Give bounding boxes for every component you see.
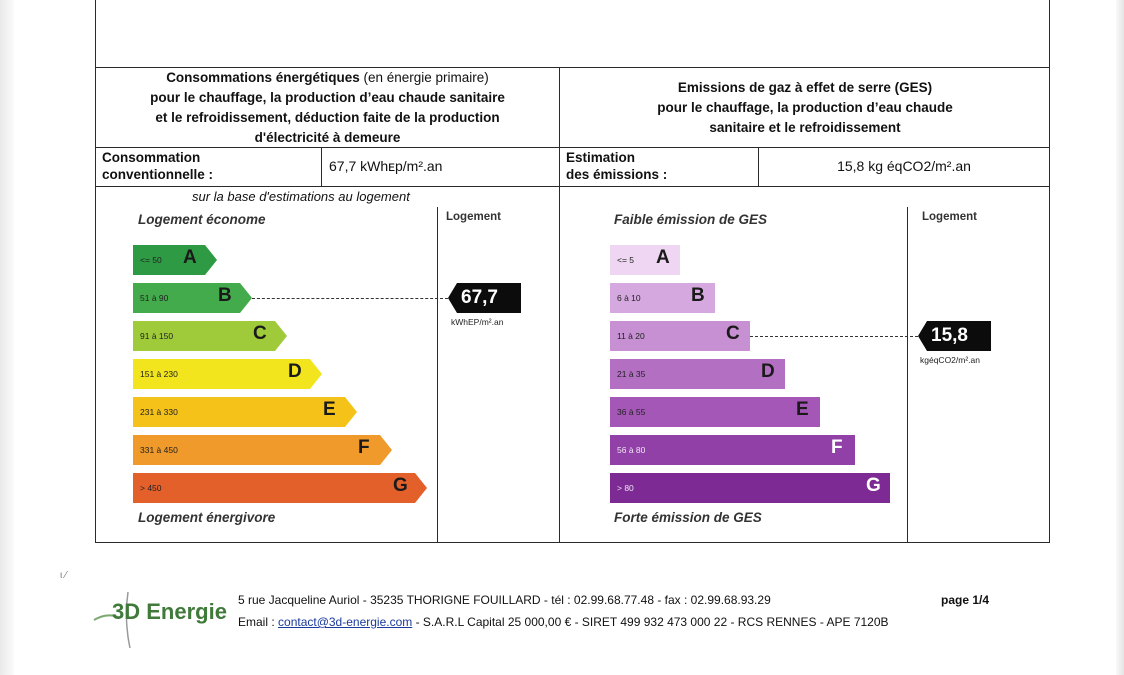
ges-bottom-caption: Forte émission de GES [614,510,762,525]
ges-estimation-label: Estimation des émissions : [566,149,667,183]
ges-logement-column-divider [907,207,908,543]
energy-logement-column-divider [437,207,438,543]
energy-class-range-f: 331 à 450 [140,445,178,455]
energy-class-letter-g: G [393,475,408,496]
footer-email-link[interactable]: contact@3d-energie.com [278,615,413,629]
dpe-table [95,67,1050,543]
energy-title-normal: (en énergie primaire) [359,70,489,85]
ges-class-range-d: 21 à 35 [617,369,646,379]
ges-class-bar-e: 36 à 55 E [610,397,820,427]
energy-logement-header: Logement [446,211,501,223]
ges-class-bar-g: > 80 G [610,473,890,503]
ges-class-letter-d: D [761,361,775,382]
ges-top-caption: Faible émission de GES [614,212,768,227]
ges-current-value-badge: 15,8 [918,321,991,351]
energy-class-letter-d: D [288,361,302,382]
ges-title-line-3: sanitaire et le refroidissement [709,120,901,135]
energy-class-range-c: 91 à 150 [140,331,174,341]
ges-class-letter-c: C [726,323,740,344]
ges-class-bar-d: 21 à 35 D [610,359,785,389]
energy-title-bold: Consommations énergétiques [166,70,360,85]
energy-class-range-g: > 450 [140,483,162,493]
ges-class-letter-f: F [831,437,843,458]
energy-label-line-1: Consommation [102,150,201,165]
energy-class-range-a: <= 50 [140,255,162,265]
ges-class-letter-b: B [691,285,705,306]
energy-class-letter-e: E [323,399,336,420]
footer-email-prefix: Email : [238,615,279,629]
ges-class-bar-a: <= 5 A [610,245,680,275]
ges-label-line-1: Estimation [566,150,636,165]
energy-consumption-value: 67,7 kWhᴇp/m².an [329,158,443,174]
ges-logement-header: Logement [922,211,977,223]
page-number: page 1/4 [941,593,990,607]
energy-class-bar-f: 331 à 450 F [133,435,392,465]
energy-class-bar-d: 151 à 230 D [133,359,322,389]
top-empty-box [95,0,1050,68]
energy-class-range-e: 231 à 330 [140,407,178,417]
page-edge-left [0,0,14,675]
energy-current-value-unit: kWhEP/m².an [451,317,504,327]
ges-class-letter-g: G [866,475,881,496]
ges-class-letter-e: E [796,399,809,420]
energy-top-caption: Logement économe [138,212,266,227]
energy-title-line-4: d'électricité à demeure [254,130,401,145]
ges-class-range-b: 6 à 10 [617,293,641,303]
ges-section-title: Emissions de gaz à effet de serre (GES) … [560,78,1050,138]
ges-estimation-value: 15,8 kg éqCO2/m².an [837,158,971,174]
ges-class-range-a: <= 5 [617,255,635,265]
ges-title-line-1: Emissions de gaz à effet de serre (GES) [677,80,933,95]
page-edge-right [1116,0,1124,675]
energy-current-value-badge: 67,7 [448,283,521,313]
energy-class-letter-a: A [183,247,197,268]
energy-class-letter-b: B [218,285,232,306]
ges-current-value-unit: kgéqCO2/m².an [920,355,980,365]
energy-class-letter-f: F [358,437,370,458]
energy-section-title: Consommations énergétiques (en énergie p… [96,68,559,148]
ges-class-bar-b: 6 à 10 B [610,283,715,313]
table-row-divider-1 [95,147,1050,148]
energy-value-divider [321,147,322,187]
ges-class-letter-a: A [656,247,670,268]
ges-class-range-e: 36 à 55 [617,407,646,417]
3d-energie-logo-icon [93,591,131,649]
ges-class-range-c: 11 à 20 [617,331,645,341]
table-row-divider-2 [95,186,1050,187]
3d-energie-logo: 3D Energie [112,599,227,624]
footer-address: 5 rue Jacqueline Auriol - 35235 THORIGNE… [238,593,771,607]
energy-title-line-3: et le refroidissement, déduction faite d… [155,110,500,125]
ges-class-bar-c: 11 à 20 C [610,321,750,351]
energy-current-class-leader [252,298,448,299]
table-center-divider [559,67,560,543]
footer-company-info: - S.A.R.L Capital 25 000,00 € - SIRET 49… [412,615,889,629]
energy-title-line-2: pour le chauffage, la production d’eau c… [150,90,505,105]
energy-class-bar-g: > 450 G [133,473,427,503]
energy-consumption-label: Consommation conventionnelle : [102,149,213,183]
energy-class-bar-c: 91 à 150 C [133,321,287,351]
energy-class-range-d: 151 à 230 [140,369,178,379]
ges-current-class-leader [750,336,918,337]
energy-label-line-2: conventionnelle : [102,167,214,182]
energy-basis-note: sur la base d'estimations au logement [192,189,410,204]
ges-label-line-2: des émissions : [566,167,668,182]
energy-class-bar-e: 231 à 330 E [133,397,357,427]
ges-class-bar-f: 56 à 80 F [610,435,855,465]
energy-class-bar-b: 51 à 90 B [133,283,252,313]
ges-class-range-f: 56 à 80 [617,445,646,455]
scan-mark: ι ⁄ [60,570,67,581]
ges-title-line-2: pour le chauffage, la production d’eau c… [657,100,953,115]
energy-class-bar-a: <= 50 A [133,245,217,275]
footer-company-line: Email : contact@3d-energie.com - S.A.R.L… [238,615,889,629]
energy-bottom-caption: Logement énergivore [138,510,276,525]
energy-class-letter-c: C [253,323,267,344]
ges-value-divider [758,147,759,187]
ges-class-range-g: > 80 [617,483,634,493]
energy-class-range-b: 51 à 90 [140,293,169,303]
